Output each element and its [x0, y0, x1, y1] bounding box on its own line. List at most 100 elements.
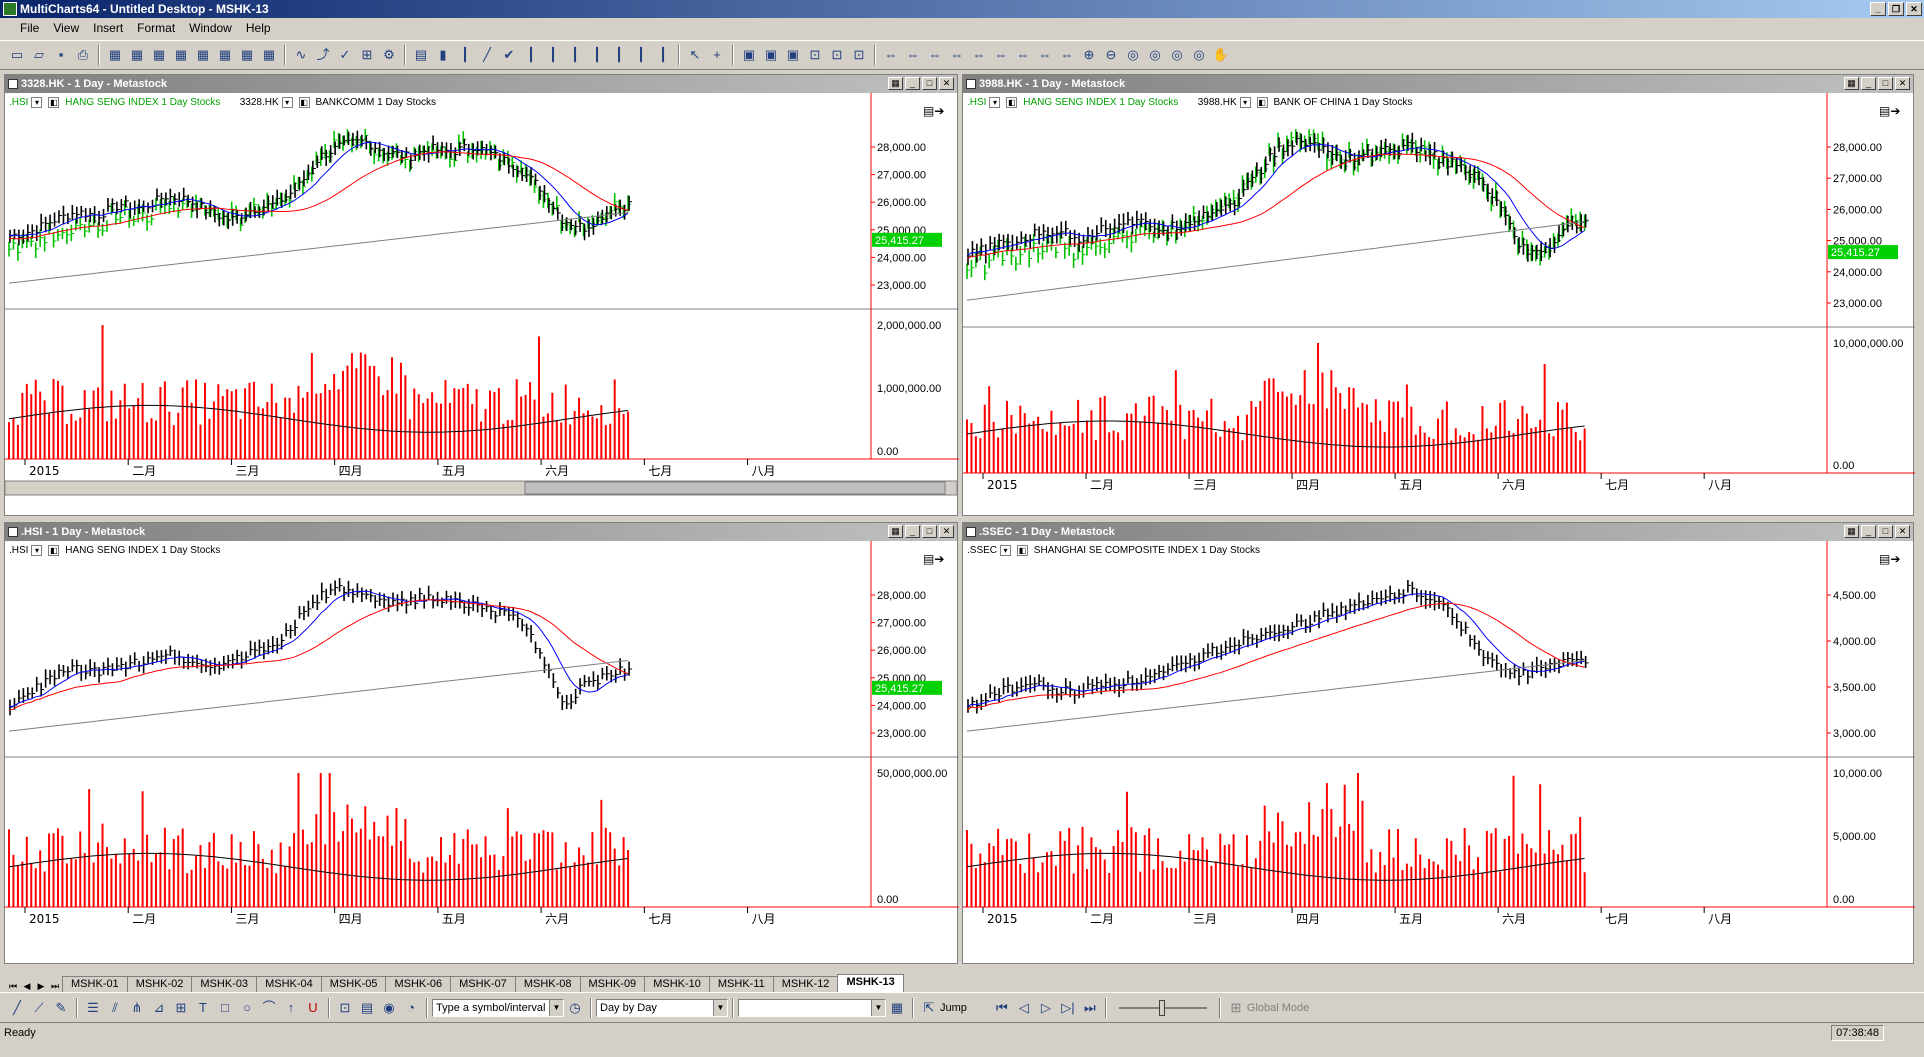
panel-header[interactable]: .HSI - 1 Day - Metastock ▦ _ □ ✕: [5, 523, 957, 541]
indicator-icon[interactable]: ∿: [295, 47, 307, 62]
save-icon[interactable]: ▪: [58, 47, 64, 62]
zoom-icon[interactable]: ◎: [1171, 47, 1183, 62]
chart-icon[interactable]: ▦: [108, 47, 122, 62]
global-mode-button[interactable]: Global Mode: [1246, 1001, 1310, 1014]
step-back-icon[interactable]: ⏮: [996, 999, 1008, 1015]
tab-mshk-01[interactable]: MSHK-01: [62, 976, 128, 992]
minimize-button[interactable]: _: [1870, 2, 1886, 16]
menu-view[interactable]: View: [53, 21, 80, 35]
bar-icon[interactable]: ┃: [461, 47, 469, 62]
chart-canvas[interactable]: 28,000.0027,000.0026,000.0025,000.0024,0…: [5, 541, 959, 965]
nav-icon[interactable]: ⇔: [1060, 47, 1074, 62]
dropdown-icon[interactable]: ▾: [1239, 97, 1251, 108]
grid-icon[interactable]: ⊞: [175, 999, 187, 1015]
nav-icon[interactable]: ⇔: [1016, 47, 1030, 62]
zoom-icon[interactable]: ◎: [1193, 47, 1205, 62]
dropdown-icon[interactable]: ▾: [31, 545, 43, 556]
tab-mshk-08[interactable]: MSHK-08: [514, 976, 581, 992]
gann-icon[interactable]: ⊿: [153, 999, 165, 1015]
panel-format-button[interactable]: ▦: [1844, 77, 1859, 90]
chart-icon[interactable]: ▦: [218, 47, 232, 62]
tab-mshk-11[interactable]: MSHK-11: [708, 976, 774, 992]
tab-mshk-12[interactable]: MSHK-12: [772, 976, 839, 992]
tab-mshk-13[interactable]: MSHK-13: [837, 974, 904, 992]
chart-options-icon[interactable]: ▤➔: [1879, 104, 1900, 118]
window-icon[interactable]: ▣: [742, 47, 756, 62]
chart-panel-3988hk[interactable]: 3988.HK - 1 Day - Metastock ▦ _ □ ✕ 28,000.…: [962, 74, 1915, 516]
rectangle-icon[interactable]: □: [221, 999, 229, 1015]
first-tab-icon[interactable]: ⏮: [8, 981, 18, 991]
tab-mshk-02[interactable]: MSHK-02: [126, 976, 193, 992]
bar-icon[interactable]: ┃: [571, 47, 579, 62]
layout-icon[interactable]: ⊡: [853, 47, 865, 62]
bar-icon[interactable]: ┃: [549, 47, 557, 62]
menu-window[interactable]: Window: [189, 21, 232, 35]
text-icon[interactable]: T: [199, 999, 207, 1015]
order-icon[interactable]: ◉: [383, 999, 395, 1015]
arrow-up-icon[interactable]: ↑: [287, 999, 295, 1015]
signal-icon[interactable]: ⤴: [316, 47, 330, 62]
ellipse-icon[interactable]: ○: [243, 999, 251, 1015]
next-tab-icon[interactable]: ▶: [37, 981, 45, 991]
pencil-icon[interactable]: ✎: [55, 999, 67, 1015]
bar-icon[interactable]: ┃: [615, 47, 623, 62]
calendar-icon[interactable]: ▦: [890, 999, 904, 1015]
dropdown-icon[interactable]: ▾: [281, 97, 293, 108]
bar-icon[interactable]: ┃: [637, 47, 645, 62]
arc-icon[interactable]: ⌒: [262, 999, 276, 1015]
speed-slider[interactable]: [1118, 999, 1207, 1016]
hand-icon[interactable]: ✋: [1212, 47, 1230, 62]
nav-icon[interactable]: ⇔: [884, 47, 898, 62]
panel-minimize-button[interactable]: _: [905, 525, 920, 538]
status-icon[interactable]: ◧: [1006, 97, 1018, 108]
status-icon[interactable]: ◧: [48, 545, 60, 556]
nav-icon[interactable]: ⇔: [928, 47, 942, 62]
dropdown-icon[interactable]: ▾: [989, 97, 1001, 108]
panel-maximize-button[interactable]: □: [922, 77, 937, 90]
dom-icon[interactable]: ▤: [360, 999, 374, 1015]
tab-mshk-10[interactable]: MSHK-10: [644, 976, 710, 992]
pointer-icon[interactable]: ↖: [689, 47, 701, 62]
step-forward-icon[interactable]: ▷|: [1061, 999, 1075, 1015]
zoom-in-icon[interactable]: ⊕: [1083, 47, 1095, 62]
symbol-input[interactable]: Type a symbol/interval ▼: [432, 998, 564, 1017]
resolution-select[interactable]: Day by Day ▼: [596, 998, 728, 1017]
candle-icon[interactable]: ▮: [439, 47, 447, 62]
panel-format-button[interactable]: ▦: [888, 77, 903, 90]
panel-minimize-button[interactable]: _: [905, 77, 920, 90]
open-icon[interactable]: ▱: [34, 47, 44, 62]
tab-mshk-07[interactable]: MSHK-07: [450, 976, 516, 992]
chart-options-icon[interactable]: ▤➔: [1879, 552, 1900, 566]
bar-icon[interactable]: ┃: [593, 47, 601, 62]
tab-mshk-05[interactable]: MSHK-05: [320, 976, 387, 992]
panel-format-button[interactable]: ▦: [1844, 525, 1859, 538]
chevron-down-icon[interactable]: ▼: [713, 999, 727, 1016]
alert-icon[interactable]: ◔: [407, 999, 415, 1015]
status-icon[interactable]: ◧: [48, 97, 60, 108]
chevron-down-icon[interactable]: ▼: [549, 999, 563, 1016]
panel-header[interactable]: 3328.HK - 1 Day - Metastock ▦ _ □ ✕: [5, 75, 957, 93]
panel-close-button[interactable]: ✕: [1895, 525, 1910, 538]
panel-maximize-button[interactable]: □: [922, 525, 937, 538]
dropdown-icon[interactable]: ▾: [31, 97, 43, 108]
panel-maximize-button[interactable]: □: [1878, 77, 1893, 90]
scrollbar-thumb[interactable]: [524, 481, 946, 495]
status-icon[interactable]: ◧: [298, 97, 310, 108]
window-icon[interactable]: ▣: [764, 47, 778, 62]
nav-icon[interactable]: ⇔: [950, 47, 964, 62]
study-icon[interactable]: ⊞: [361, 47, 373, 62]
print-icon[interactable]: ⎙: [77, 47, 89, 62]
jump-button[interactable]: Jump: [940, 1001, 967, 1014]
fibonacci-icon[interactable]: ☰: [87, 999, 99, 1015]
restore-button[interactable]: ❐: [1888, 2, 1904, 16]
chart-icon[interactable]: ▦: [240, 47, 254, 62]
menu-help[interactable]: Help: [245, 21, 271, 35]
chart-panel-ssec[interactable]: .SSEC - 1 Day - Metastock ▦ _ □ ✕ 4,500.00 4…: [962, 522, 1915, 964]
zoom-out-icon[interactable]: ⊖: [1105, 47, 1117, 62]
chart-icon[interactable]: ▦: [130, 47, 144, 62]
trendline-icon[interactable]: ╱: [13, 999, 21, 1015]
chart-icon[interactable]: ▦: [196, 47, 210, 62]
bar-icon[interactable]: ┃: [527, 47, 535, 62]
panel-header[interactable]: 3988.HK - 1 Day - Metastock ▦ _ □ ✕: [963, 75, 1913, 93]
close-button[interactable]: ✕: [1906, 2, 1922, 16]
